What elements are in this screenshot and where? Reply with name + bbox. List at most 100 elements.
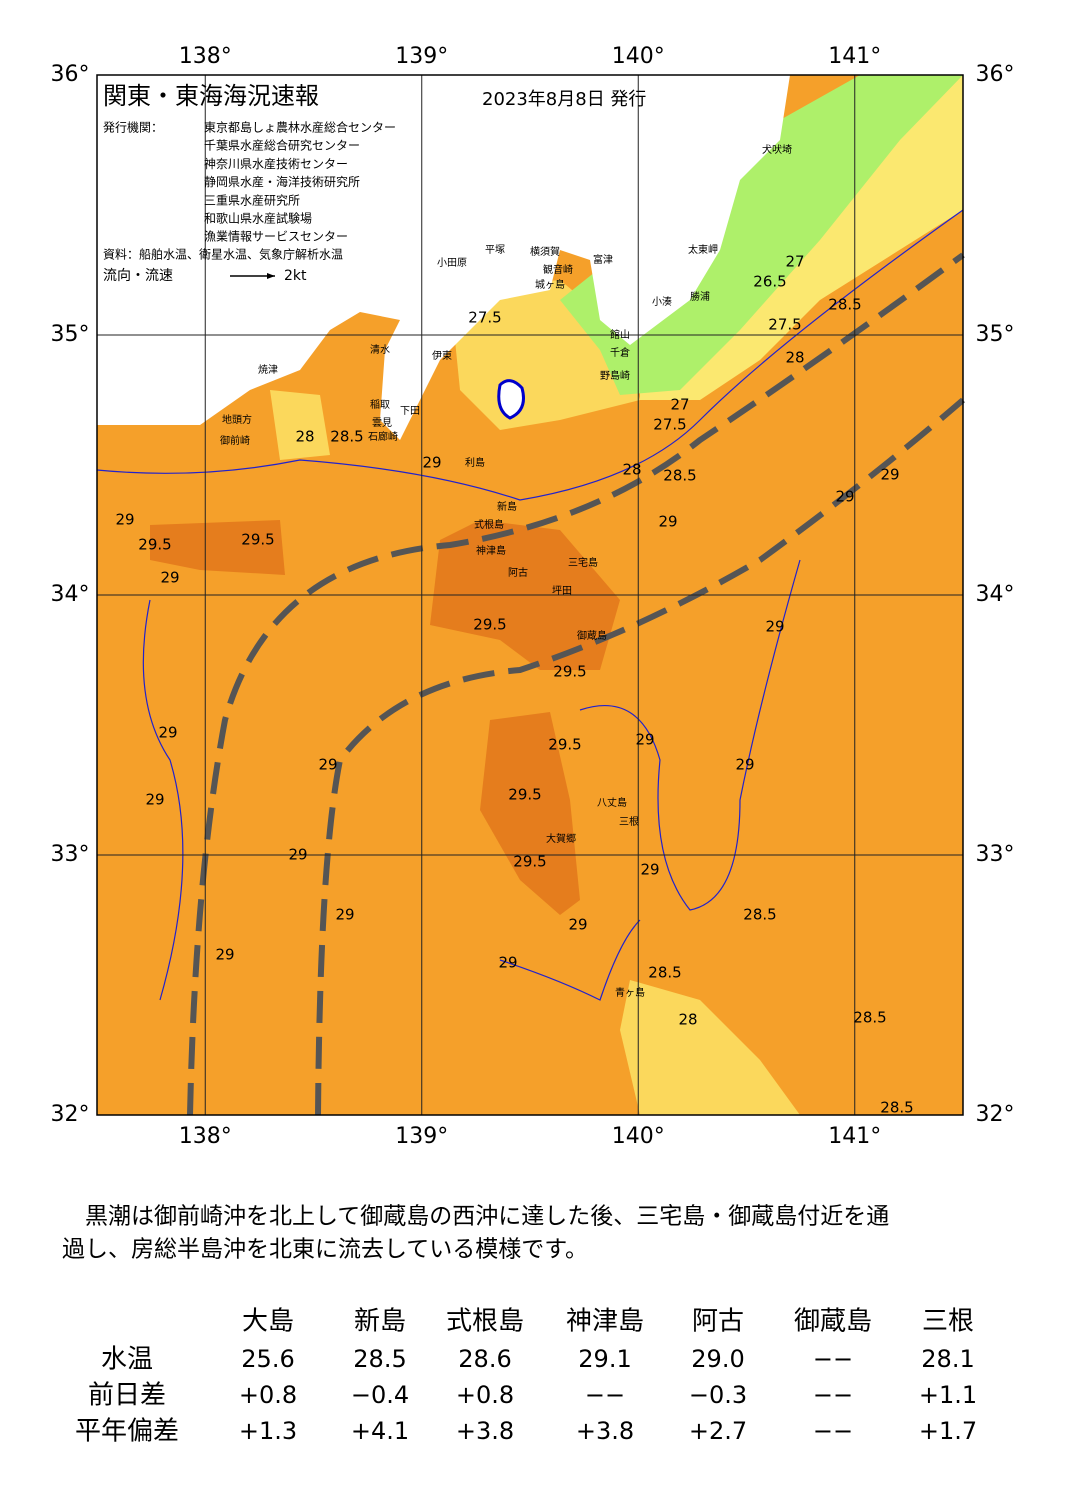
- table-cell: +1.3: [239, 1417, 297, 1445]
- place-name: 勝浦: [690, 290, 710, 303]
- contour-label: 28.5: [743, 906, 776, 924]
- lat-label: 34°: [51, 582, 90, 607]
- issuer: 和歌山県水産試験場: [204, 211, 312, 226]
- place-name: 三根: [619, 815, 639, 828]
- table-cell: +3.8: [576, 1417, 634, 1445]
- contour-lines: [96, 209, 964, 1001]
- contour-label: 28.5: [853, 1009, 886, 1027]
- place-name: 伊東: [432, 349, 452, 362]
- contour-label: 29: [835, 488, 854, 506]
- contour-label: 29: [735, 756, 754, 774]
- contour-label: 29.5: [548, 736, 581, 754]
- contour-label: 29.5: [138, 536, 171, 554]
- table-cell: −−: [813, 1345, 853, 1373]
- table-header: 神津島: [566, 1307, 644, 1337]
- place-name: 小田原: [437, 257, 467, 269]
- flow-scale: 2kt: [284, 268, 307, 284]
- row-label: 平年偏差: [75, 1417, 179, 1447]
- lon-label: 140°: [612, 1124, 665, 1149]
- table-cell: 28.6: [458, 1345, 511, 1373]
- place-name: 利島: [465, 456, 485, 469]
- contour-label: 27: [670, 396, 689, 414]
- lon-label: 138°: [179, 44, 232, 69]
- table-header: 大島: [242, 1307, 294, 1337]
- place-name: 地頭方: [222, 413, 252, 426]
- place-name: 青ヶ島: [615, 986, 645, 999]
- place-name: 焼津: [258, 364, 278, 376]
- kuroshio-path: [187, 252, 965, 1116]
- issuer: 漁業情報サービスセンター: [204, 230, 348, 244]
- place-name: 横須賀: [530, 245, 560, 258]
- map-title: 関東・東海海況速報: [103, 82, 319, 110]
- lon-label: 139°: [395, 44, 448, 69]
- place-name: 稲取: [370, 399, 390, 411]
- contour-label: 29: [215, 946, 234, 964]
- issuer: 静岡県水産・海洋技術研究所: [204, 174, 360, 189]
- contour-label: 28.5: [648, 964, 681, 982]
- contour-label: 28.5: [880, 1099, 913, 1117]
- contour-label: 29: [422, 454, 441, 472]
- contour-label: 29: [498, 954, 517, 972]
- table-cell: −−: [813, 1417, 853, 1445]
- table-cell: 28.5: [353, 1345, 406, 1373]
- place-name: 阿古: [508, 566, 528, 579]
- table-header: 阿古: [692, 1307, 744, 1337]
- lat-label: 32°: [976, 1102, 1015, 1127]
- flow-legend-arrow: [230, 273, 275, 279]
- table-cell: −0.4: [351, 1381, 409, 1409]
- table-cell: −−: [813, 1381, 853, 1409]
- place-name: 小湊: [652, 295, 672, 308]
- contour-label: 27.5: [653, 416, 686, 434]
- source: 資料：船舶水温、衛星水温、気象庁解析水温: [103, 247, 343, 262]
- place-name: 式根島: [474, 518, 504, 531]
- contour-label: 29.5: [473, 616, 506, 634]
- description: 過し、房総半島沖を北東に流去している模様です。: [62, 1237, 588, 1263]
- contour-label: 28: [678, 1011, 697, 1029]
- place-name: 御前崎: [220, 434, 250, 447]
- lon-label: 141°: [828, 44, 881, 69]
- row-label: 水温: [101, 1345, 153, 1375]
- lon-label: 140°: [612, 44, 665, 69]
- contour-label: 29: [640, 861, 659, 879]
- contour-label: 29: [160, 569, 179, 587]
- issuer: 三重県水産研究所: [204, 192, 300, 207]
- description: 黒潮は御前崎沖を北上して御蔵島の西沖に達した後、三宅島・御蔵島付近を通: [62, 1204, 889, 1230]
- place-name: 太東岬: [688, 243, 718, 256]
- place-name: 石廊崎: [368, 430, 398, 443]
- place-name: 新島: [497, 500, 517, 513]
- contour-label: 28: [295, 428, 314, 446]
- lat-label: 35°: [51, 322, 90, 347]
- table-cell: +0.8: [456, 1381, 514, 1409]
- place-name: 下田: [400, 406, 420, 417]
- contour-label: 29: [880, 466, 899, 484]
- contour-label: 29.5: [553, 663, 586, 681]
- contour-label: 29: [115, 511, 134, 529]
- contour-label: 28.5: [828, 296, 861, 314]
- flow-legend: 流向・流速: [103, 268, 173, 284]
- lat-label: 36°: [51, 62, 90, 87]
- place-name: 雲見: [372, 417, 392, 429]
- place-name: 大賀郷: [546, 832, 576, 845]
- table-header: 三根: [922, 1307, 974, 1337]
- contour-label: 29: [158, 724, 177, 742]
- contour-label: 29: [635, 731, 654, 749]
- table-cell: +4.1: [351, 1417, 409, 1445]
- lon-label: 138°: [179, 1124, 232, 1149]
- contour-label: 28.5: [330, 428, 363, 446]
- contour-label: 29: [318, 756, 337, 774]
- table-cell: 28.1: [921, 1345, 974, 1373]
- table-header: 式根島: [446, 1307, 524, 1337]
- lat-label: 35°: [976, 322, 1015, 347]
- table-cell: +1.1: [919, 1381, 977, 1409]
- lon-label: 141°: [828, 1124, 881, 1149]
- contour-label: 29: [658, 513, 677, 531]
- place-name: 清水: [370, 343, 390, 356]
- table-cell: −0.3: [689, 1381, 747, 1409]
- issuer-label: 発行機関：: [103, 120, 163, 135]
- place-name: 城ヶ島: [535, 278, 565, 291]
- table-cell: 25.6: [241, 1345, 294, 1373]
- table-cell: +3.8: [456, 1417, 514, 1445]
- lat-label: 34°: [976, 582, 1015, 607]
- issue-date: 2023年8月8日 発行: [482, 89, 646, 110]
- contour-label: 29: [288, 846, 307, 864]
